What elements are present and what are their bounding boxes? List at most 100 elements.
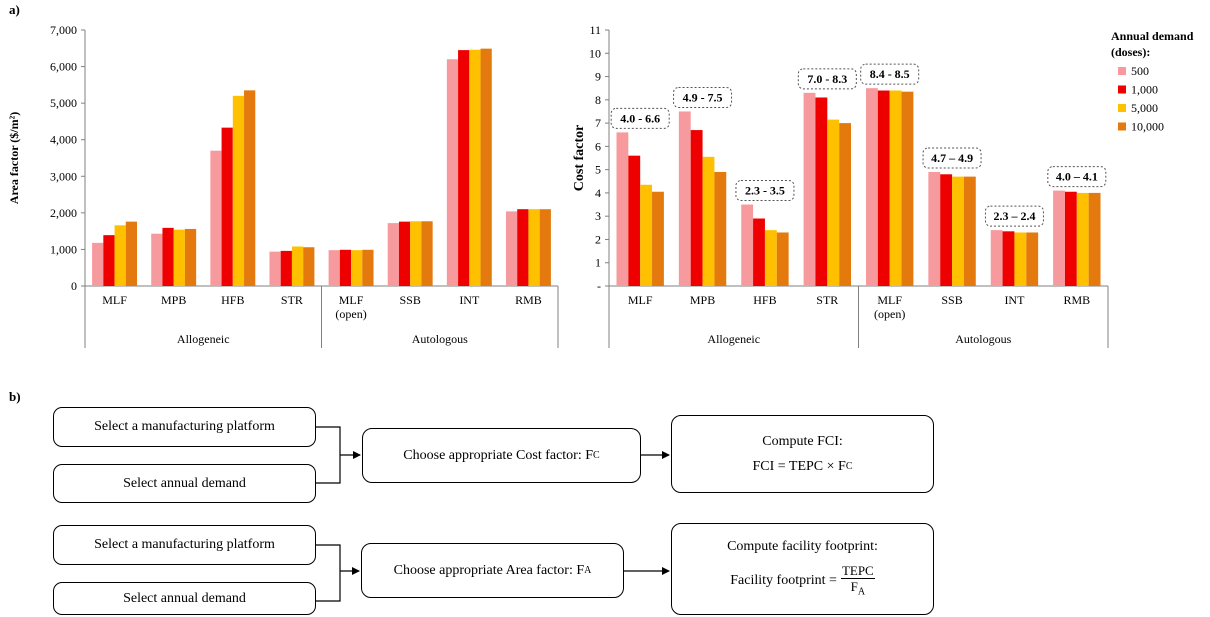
cost-bar-500-mlfopen xyxy=(865,88,878,286)
flow-row1-connector xyxy=(316,426,670,484)
area-y-tick-label: 2,000 xyxy=(50,206,77,220)
area-bar-500-mpb xyxy=(151,233,163,286)
select-platform-label: Select a manufacturing platform xyxy=(94,419,275,434)
cost-bar-500-str xyxy=(803,92,816,286)
flow-row2-connector xyxy=(316,544,670,602)
area-bar-5000-ssb xyxy=(410,221,422,286)
cost-bar-1000-str xyxy=(815,97,828,286)
cost-bar-1000-mlf xyxy=(628,155,641,286)
area-bar-500-hfb xyxy=(210,150,222,286)
area-y-tick-label: 7,000 xyxy=(50,23,77,37)
cost-range-label: 4.9 - 7.5 xyxy=(683,90,723,104)
cost-x-tick-label: MLF xyxy=(628,293,653,307)
area-bar-10000-mlfopen xyxy=(362,249,374,286)
cost-plot: - 1 2 3 4 5 6 7 8 9 10 11 Cost factor MLF 4.0 - 6.6 MPB… xyxy=(572,23,1109,348)
cost-range-label: 2.3 – 2.4 xyxy=(993,209,1035,223)
legend-swatch-1000 xyxy=(1118,85,1126,94)
cost-bar-10000-ssb xyxy=(963,176,976,286)
footprint-denominator-f: F xyxy=(850,578,858,594)
cost-bar-1000-mpb xyxy=(690,130,703,286)
cost-y-tick-label: 6 xyxy=(595,139,601,153)
area-y-tick-label: 3,000 xyxy=(50,169,77,183)
select-platform-box: Select a manufacturing platform xyxy=(53,407,316,447)
cost-group-label: Allogeneic xyxy=(707,332,760,346)
cost-range-label-box xyxy=(673,86,733,108)
cost-bar-5000-hfb xyxy=(764,230,777,286)
cost-range-label: 8.4 - 8.5 xyxy=(870,67,910,81)
cost-y-tick-label: 4 xyxy=(595,186,601,200)
select-demand-label-2: Select annual demand xyxy=(123,590,246,606)
select-platform-box-2: Select a manufacturing platform xyxy=(53,525,316,565)
area-group-label: Allogeneic xyxy=(177,332,230,346)
compute-fci-title: Compute FCI: xyxy=(762,433,843,449)
legend-swatch-10000 xyxy=(1118,122,1126,131)
area-bar-5000-str xyxy=(291,246,304,286)
cost-range-label-box xyxy=(922,147,982,169)
area-bar-5000-mlfopen xyxy=(351,250,363,286)
legend: Annual demand (doses): 500 1,000 5,000 10,000 xyxy=(1111,29,1194,134)
cost-y-tick-label: 1 xyxy=(595,256,601,270)
area-x-tick-label: SSB xyxy=(400,293,421,307)
cost-x-tick-label: HFB xyxy=(753,293,776,307)
cost-factor-subscript: C xyxy=(593,450,600,461)
cost-bar-10000-str xyxy=(839,123,852,286)
footprint-denominator-subscript: A xyxy=(857,586,866,598)
area-bar-10000-str xyxy=(303,247,315,286)
area-x-tick-label: MPB xyxy=(161,293,186,307)
cost-y-tick-label: - xyxy=(597,279,601,293)
area-bar-5000-int xyxy=(469,49,481,287)
cost-range-label: 4.7 – 4.9 xyxy=(931,151,973,165)
area-bar-1000-mpb xyxy=(162,227,174,286)
cost-y-tick-label: 5 xyxy=(595,163,601,177)
footprint-numerator: TEPC xyxy=(840,562,875,579)
cost-bar-10000-rmb xyxy=(1088,192,1101,286)
fci-formula-subscript: C xyxy=(845,461,853,472)
cost-bar-1000-mlfopen xyxy=(877,90,890,286)
cost-bar-500-int xyxy=(990,230,1003,286)
cost-range-label-box xyxy=(735,180,795,202)
area-x-tick-label: INT xyxy=(459,293,480,307)
area-y-tick-label: 0 xyxy=(71,279,77,293)
cost-bar-500-hfb xyxy=(741,204,754,286)
cost-bar-500-ssb xyxy=(928,171,941,286)
legend-label-10000: 10,000 xyxy=(1131,120,1164,134)
area-bar-5000-rmb xyxy=(528,209,540,286)
legend-title-line1: Annual demand xyxy=(1111,29,1194,43)
cost-range-label-box xyxy=(984,205,1044,227)
cost-range-label: 4.0 - 6.6 xyxy=(620,111,660,125)
cost-range-label-box xyxy=(860,63,920,85)
cost-bar-10000-mpb xyxy=(714,171,727,286)
cost-range-label: 4.0 – 4.1 xyxy=(1056,170,1098,184)
area-bar-1000-mlfopen xyxy=(339,249,352,286)
area-y-axis-title: Area factor ($/m²) xyxy=(7,112,21,204)
legend-title-line2: (doses): xyxy=(1111,45,1150,59)
legend-label-1000: 1,000 xyxy=(1131,83,1158,97)
cost-y-tick-label: 10 xyxy=(589,46,601,60)
cost-y-tick-label: 7 xyxy=(595,116,601,130)
cost-bar-5000-mlf xyxy=(640,184,653,286)
fci-formula: FCI = TEPC × F xyxy=(752,458,846,474)
area-x-tick-label-line2: (open) xyxy=(335,307,366,321)
area-bar-1000-ssb xyxy=(398,221,411,286)
select-demand-box: Select annual demand xyxy=(53,464,316,503)
area-bar-1000-mlf xyxy=(103,235,115,286)
cost-x-tick-label: MLF xyxy=(877,293,902,307)
area-factor-subscript: A xyxy=(584,565,592,576)
area-bar-10000-hfb xyxy=(244,90,256,286)
cost-bar-1000-hfb xyxy=(753,218,765,286)
area-bar-500-str xyxy=(269,251,281,286)
cost-bar-5000-int xyxy=(1014,232,1027,286)
area-bar-500-ssb xyxy=(387,223,399,286)
cost-bar-1000-ssb xyxy=(940,174,953,286)
area-bar-500-mlf xyxy=(92,242,104,286)
area-bar-1000-hfb xyxy=(221,127,233,286)
cost-y-tick-label: 3 xyxy=(595,209,601,223)
area-bar-5000-hfb xyxy=(232,95,245,286)
area-bar-10000-mlf xyxy=(125,221,138,286)
area-y-tick-label: 1,000 xyxy=(50,242,77,256)
cost-y-tick-label: 9 xyxy=(595,70,601,84)
cost-y-tick-label: 2 xyxy=(595,232,601,246)
area-bar-5000-mlf xyxy=(114,225,126,286)
area-x-tick-label: RMB xyxy=(515,293,542,307)
